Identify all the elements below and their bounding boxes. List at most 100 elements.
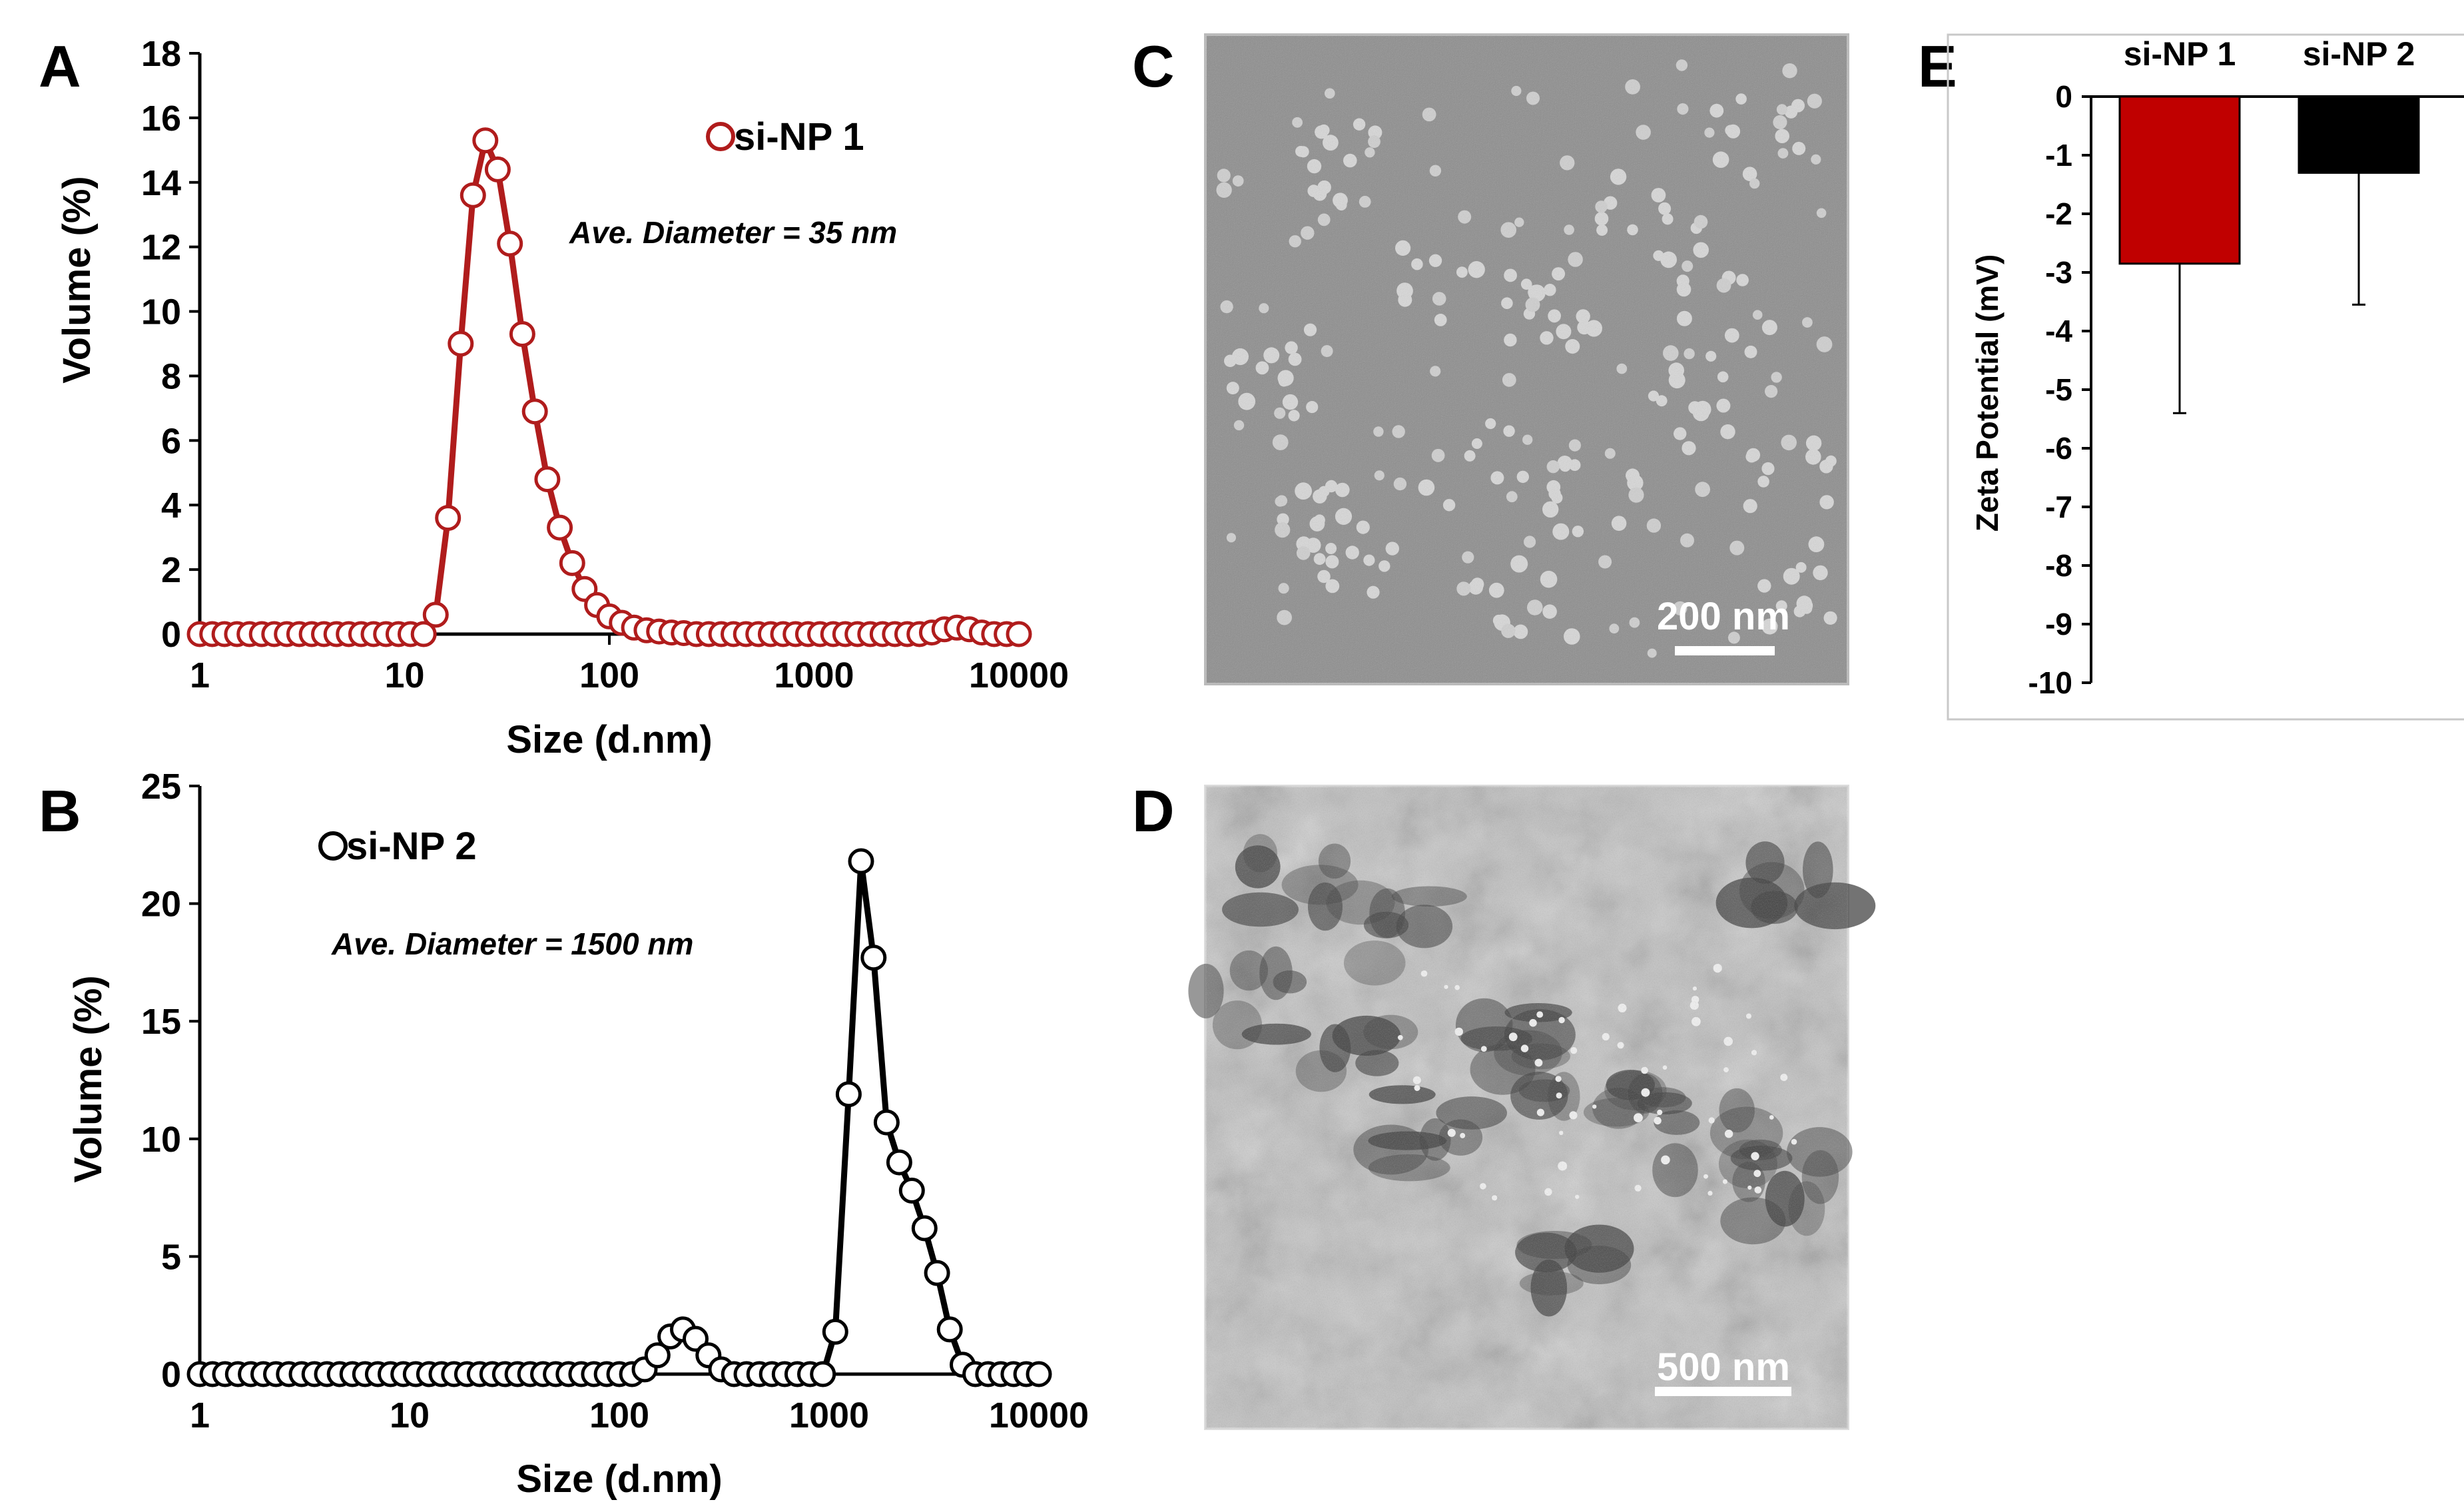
y-tick-label: 2 [161,550,181,590]
average-diameter-annotation: Ave. Diameter = 1500 nm [331,927,693,961]
x-tick-label: 1000 [789,1395,869,1435]
legend: si-NP 2 [318,825,477,868]
panel-label-b: B [39,778,81,844]
x-tick-label: 1 [190,655,210,695]
micrograph-grain [1205,786,1848,1429]
data-point [410,621,437,647]
data-point [911,1215,938,1242]
x-tick-label: 1 [190,1395,210,1435]
data-point [460,182,486,208]
data-point [435,505,462,532]
scale-bar-label: 500 nm [1657,1345,1790,1389]
y-tick-label: -3 [2045,255,2072,290]
category-label: si-NP 1 [2124,35,2236,73]
y-axis-title: Volume (%) [67,975,110,1183]
data-point [497,230,523,257]
data-point [547,514,573,541]
y-tick-label: 6 [161,421,181,461]
x-tick-label: 100 [589,1395,649,1435]
data-point [848,848,874,875]
x-tick-label: 10 [384,655,424,695]
legend: si-NP 1 [706,115,864,159]
y-tick-label: -4 [2045,314,2072,348]
y-tick-label: -2 [2045,196,2072,231]
y-tick-label: 10 [141,292,181,332]
y-tick-label: 16 [141,99,181,139]
data-point [898,1178,925,1204]
data-point [484,156,511,183]
y-tick-label: 12 [141,228,181,268]
size-distribution-chart-a: 0 2 4 6 8 10 12 14 16 18 1 10 100 1000 10000 Size (d.… [55,34,1069,761]
y-axis-title: Zeta Potential (mV) [1970,254,2004,532]
y-tick-label: 18 [141,34,181,74]
y-tick-label: -7 [2045,490,2072,524]
y-tick-label: 14 [141,163,181,203]
plot-area [186,127,1032,647]
y-tick-label: 8 [161,356,181,396]
y-tick-labels: 0 2 4 6 8 10 12 14 16 18 [141,34,200,655]
chart-frame [1947,33,2464,721]
y-tick-labels: 0 -1 -2 -3 -4 -5 -6 -7 -8 -9 -10 [2028,79,2091,700]
y-tick-label: -9 [2045,607,2072,641]
panel-label-e: E [1918,33,1957,99]
data-point [1006,621,1032,647]
data-point [924,1260,950,1286]
x-tick-label: 10000 [969,655,1069,695]
y-tick-label: 5 [161,1237,181,1277]
size-distribution-chart-b: 0 5 10 15 20 25 1 10 100 1000 10000 Size (d.nm) V… [67,767,1089,1501]
y-tick-label: -1 [2045,138,2072,173]
legend-marker [706,122,735,151]
legend-label: si-NP 2 [346,825,477,868]
y-tick-label: 25 [141,767,181,807]
scale-bar [1675,646,1775,655]
y-tick-labels: 0 5 10 15 20 25 [141,767,200,1395]
tem-micrograph-d: 500 nm [1188,785,1876,1430]
data-point [835,1081,862,1108]
data-point [810,1361,836,1387]
y-tick-label: 15 [141,1002,181,1042]
data-point [534,466,561,492]
data-point [1026,1361,1052,1387]
y-tick-label: 4 [161,486,181,526]
panel-label-c: C [1132,33,1175,99]
average-diameter-annotation: Ave. Diameter = 35 nm [569,215,897,250]
data-point [422,601,449,628]
data-point [822,1318,848,1345]
y-tick-label: 0 [161,1355,181,1395]
bars [2118,95,2420,414]
category-labels: si-NP 1 si-NP 2 [2124,35,2415,73]
data-point [448,330,474,357]
y-tick-label: 0 [161,615,181,655]
data-point [886,1149,912,1176]
series-line [200,137,1019,637]
zeta-potential-chart: 0 -1 -2 -3 -4 -5 -6 -7 -8 -9 -10 si-NP 1 si-NP 2 Ze… [1947,33,2464,721]
category-label: si-NP 2 [2303,35,2415,73]
x-tick-labels: 1 10 100 1000 10000 [190,1374,1089,1435]
x-tick-label: 100 [579,655,639,695]
scale-bar-label: 200 nm [1657,595,1790,638]
y-tick-label: 10 [141,1120,181,1160]
y-tick-label: -5 [2045,372,2072,407]
x-axis-title: Size (d.nm) [506,718,712,761]
x-tick-label: 10000 [989,1395,1089,1435]
data-point [509,321,535,347]
data-point [873,1109,900,1136]
legend-label: si-NP 1 [734,115,864,159]
y-axis-title: Volume (%) [55,176,99,384]
x-axis-title: Size (d.nm) [516,1457,722,1501]
data-point [559,550,585,576]
y-tick-label: -10 [2028,665,2072,700]
data-point [936,1316,963,1343]
y-tick-label: -8 [2045,548,2072,583]
y-tick-label: 0 [2055,79,2072,114]
data-point [644,1342,671,1369]
legend-marker [318,831,348,861]
x-tick-label: 10 [390,1395,430,1435]
bar [2298,95,2420,174]
plot-area [186,848,1052,1387]
micrograph-grain [1205,35,1848,684]
data-point [521,398,548,425]
x-tick-label: 1000 [774,655,854,695]
scale-bar [1655,1387,1791,1396]
